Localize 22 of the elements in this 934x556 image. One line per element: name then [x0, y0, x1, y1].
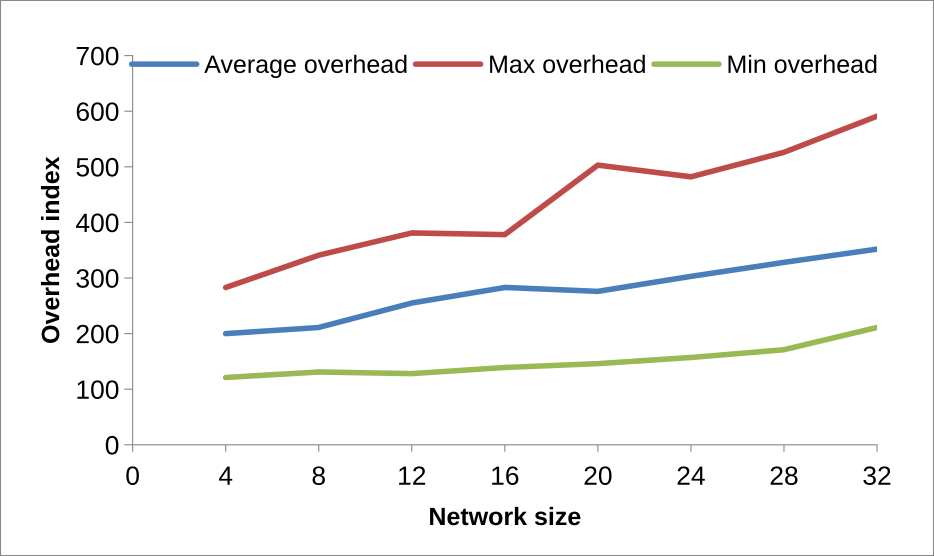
y-tick-label: 0 — [106, 436, 118, 455]
x-tick-label: 32 — [863, 466, 890, 486]
y-tick-label: 300 — [76, 269, 118, 288]
x-tick-label: 28 — [770, 466, 798, 486]
x-tick-label: 12 — [399, 466, 426, 485]
x-tick-label: 8 — [312, 466, 325, 486]
y-tick-label: 200 — [76, 324, 118, 344]
x-tick-label: 16 — [492, 466, 518, 486]
y-tick-label: 600 — [76, 102, 118, 122]
x-tick-label: 20 — [584, 466, 612, 486]
x-tick-label: 24 — [678, 466, 705, 485]
y-tick-label: 700 — [76, 46, 118, 66]
legend-label: Average overhead — [204, 54, 406, 78]
legend-label: Min overhead — [728, 54, 876, 74]
y-tick-label: 100 — [77, 380, 118, 400]
y-tick-label: 400 — [76, 214, 118, 232]
y-tick-label: 500 — [76, 158, 118, 177]
legend-label: Max overhead — [490, 54, 645, 74]
x-tick-label: 0 — [126, 466, 139, 486]
y-axis-title: Overhead index — [40, 156, 60, 343]
x-axis-title: Network size — [430, 506, 580, 526]
x-tick-label: 4 — [218, 466, 232, 485]
